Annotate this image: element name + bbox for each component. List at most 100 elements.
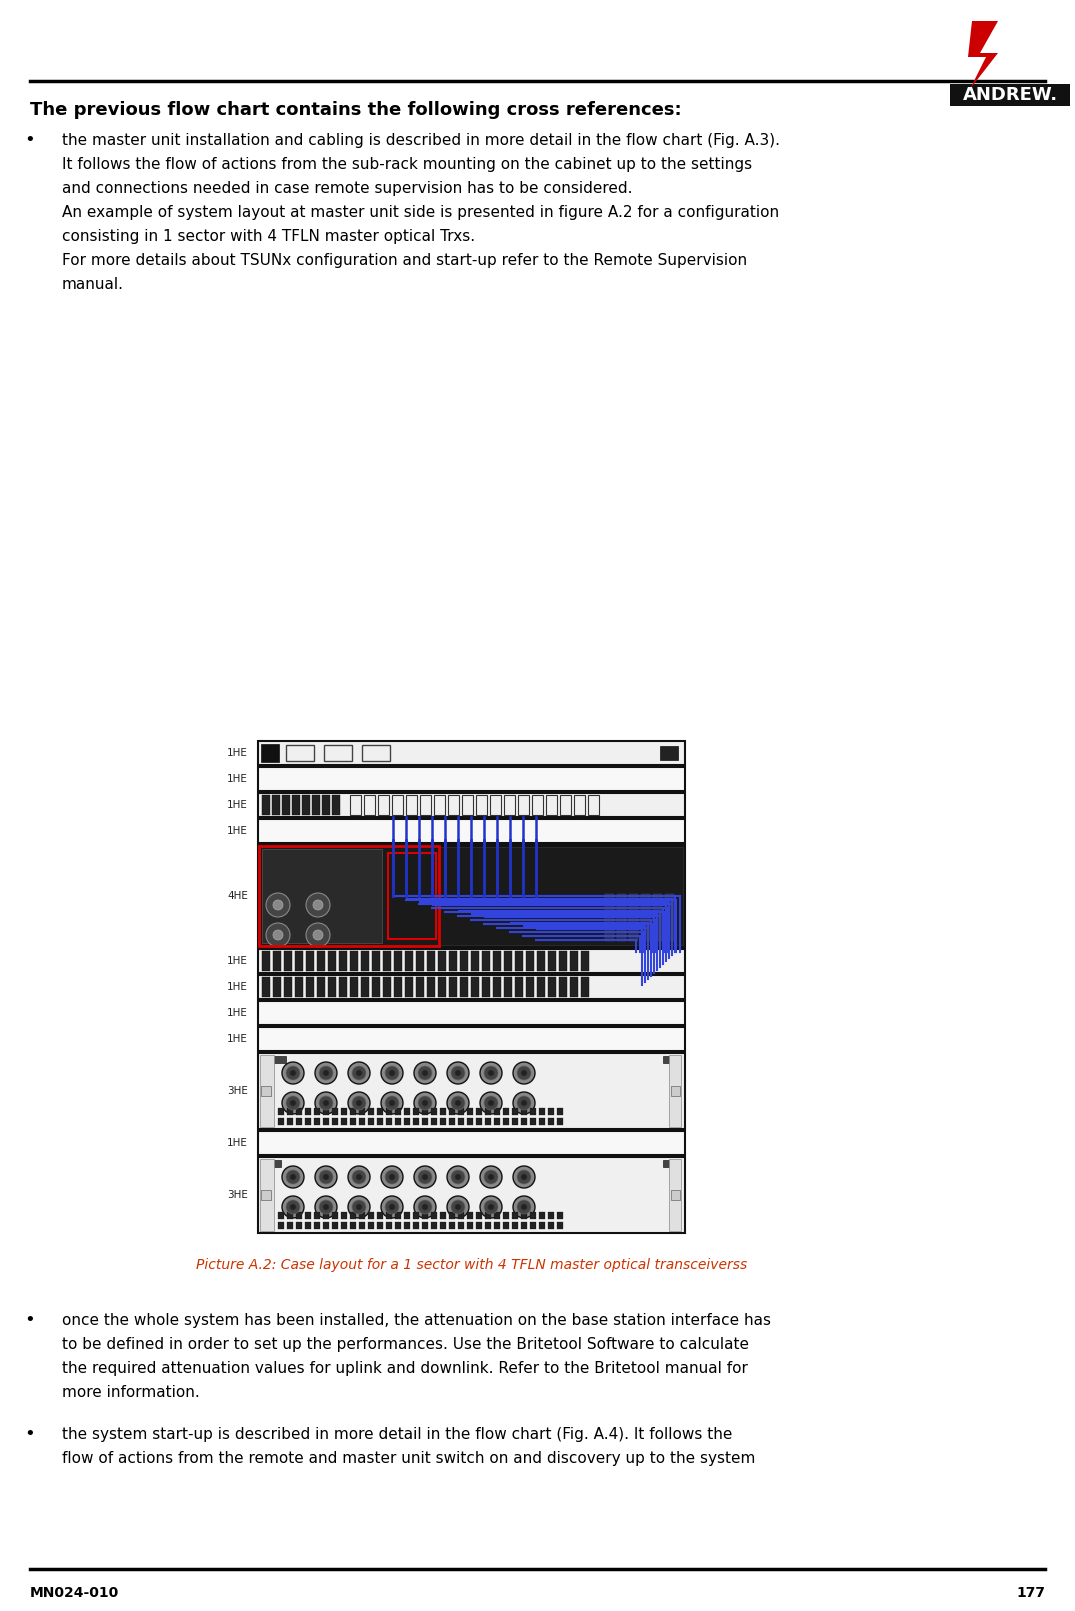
Bar [359, 1211, 366, 1220]
Bar [539, 1223, 545, 1229]
Bar [317, 950, 325, 971]
Circle shape [488, 1174, 494, 1179]
Bar [361, 976, 369, 997]
Circle shape [513, 1195, 535, 1218]
Bar [539, 1108, 545, 1115]
Bar [462, 794, 473, 815]
Circle shape [290, 1070, 296, 1076]
Circle shape [513, 1062, 535, 1084]
Text: the required attenuation values for uplink and downlink. Refer to the Britetool : the required attenuation values for upli… [62, 1361, 748, 1376]
Bar [332, 1118, 338, 1124]
Text: For more details about TSUNx configuration and start-up refer to the Remote Supe: For more details about TSUNx configurati… [62, 253, 747, 267]
Bar [449, 1211, 455, 1220]
Bar [341, 1223, 347, 1229]
Bar [378, 794, 389, 815]
Circle shape [356, 1203, 362, 1210]
Circle shape [286, 1170, 300, 1184]
Bar [503, 1118, 508, 1124]
Bar [438, 950, 446, 971]
Bar [395, 1118, 401, 1124]
Circle shape [282, 1062, 304, 1084]
Bar [258, 949, 685, 973]
Circle shape [418, 1095, 432, 1110]
Bar [405, 976, 413, 997]
Text: 1HE: 1HE [227, 1034, 248, 1044]
Circle shape [447, 1166, 469, 1187]
Text: more information.: more information. [62, 1385, 200, 1400]
Circle shape [389, 1174, 395, 1179]
Bar [328, 950, 336, 971]
Bar [314, 1223, 320, 1229]
Circle shape [381, 1092, 403, 1113]
Text: •: • [25, 130, 35, 148]
Bar [422, 1211, 428, 1220]
Bar [261, 744, 280, 762]
Bar [458, 1108, 464, 1115]
Bar [485, 1223, 491, 1229]
Bar [258, 793, 685, 817]
Bar [557, 1118, 563, 1124]
Bar [341, 1108, 347, 1115]
Bar [663, 1055, 678, 1063]
Bar [392, 794, 403, 815]
Bar [494, 1223, 500, 1229]
Bar [258, 1131, 685, 1155]
Bar [341, 1118, 347, 1124]
Bar [530, 1211, 536, 1220]
Bar [559, 950, 567, 971]
Circle shape [488, 1070, 494, 1076]
Bar [431, 1118, 438, 1124]
Bar [503, 1223, 508, 1229]
Bar [413, 1223, 419, 1229]
Bar [295, 976, 303, 997]
Bar [296, 1211, 302, 1220]
Bar [350, 1223, 356, 1229]
Bar [476, 1211, 482, 1220]
Bar [322, 1118, 329, 1124]
Circle shape [484, 1200, 498, 1215]
Text: •: • [25, 1311, 35, 1329]
Circle shape [455, 1203, 461, 1210]
Text: ANDREW.: ANDREW. [962, 85, 1058, 105]
Circle shape [306, 892, 330, 917]
Text: •: • [25, 1426, 35, 1443]
Circle shape [385, 1200, 399, 1215]
Circle shape [322, 1174, 329, 1179]
Bar [449, 950, 457, 971]
Bar [629, 894, 637, 941]
Bar [322, 1223, 329, 1229]
Circle shape [348, 1092, 370, 1113]
Bar [260, 1158, 274, 1231]
Bar [494, 1108, 500, 1115]
Circle shape [319, 1170, 333, 1184]
Bar [258, 767, 685, 791]
Circle shape [422, 1174, 428, 1179]
Circle shape [381, 1195, 403, 1218]
Bar [332, 1223, 338, 1229]
Bar [485, 1108, 491, 1115]
Circle shape [322, 1100, 329, 1107]
Bar [538, 976, 545, 997]
Text: 1HE: 1HE [227, 955, 248, 967]
Bar [386, 1223, 392, 1229]
Circle shape [381, 1062, 403, 1084]
Text: 1HE: 1HE [227, 1008, 248, 1018]
Bar [350, 1118, 356, 1124]
Bar [515, 976, 524, 997]
Bar [546, 794, 557, 815]
Circle shape [481, 1092, 502, 1113]
Bar [260, 1055, 274, 1128]
Circle shape [484, 1066, 498, 1079]
Circle shape [455, 1100, 461, 1107]
Bar [431, 1211, 438, 1220]
Bar [341, 1211, 347, 1220]
Bar [287, 1223, 293, 1229]
Bar [950, 84, 1070, 106]
Bar [395, 950, 402, 971]
Circle shape [266, 923, 290, 947]
Bar [422, 1118, 428, 1124]
Circle shape [517, 1170, 531, 1184]
Bar [306, 976, 314, 997]
Text: 1HE: 1HE [227, 1137, 248, 1149]
Bar [386, 1118, 392, 1124]
